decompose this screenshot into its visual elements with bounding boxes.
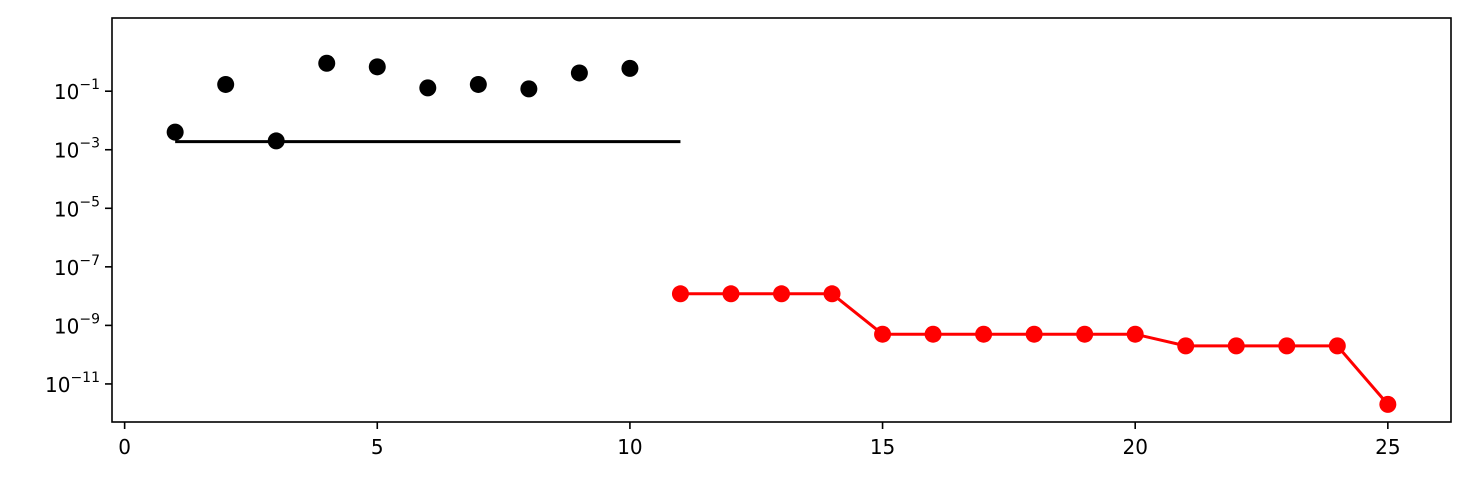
y-tick-base: 10 — [54, 80, 79, 104]
data-point — [520, 80, 538, 98]
y-tick-exponent: −3 — [79, 136, 100, 152]
y-tick-exponent: −11 — [70, 370, 100, 386]
y-tick-exponent: −9 — [79, 311, 100, 327]
x-tick-label: 10 — [617, 435, 642, 459]
y-tick-label: 10−3 — [54, 136, 100, 163]
y-axis: 10−110−310−510−710−910−11 — [45, 77, 112, 397]
data-point — [318, 54, 336, 72]
y-tick-base: 10 — [54, 139, 79, 163]
data-point — [874, 325, 892, 343]
data-point — [1177, 337, 1195, 355]
series-layer — [166, 54, 1397, 413]
data-point — [570, 64, 588, 82]
x-tick-label: 5 — [371, 435, 384, 459]
series-0 — [166, 54, 639, 150]
y-tick-base: 10 — [54, 197, 79, 221]
data-point — [924, 325, 942, 343]
data-point — [1025, 325, 1043, 343]
data-point — [166, 123, 184, 141]
data-point — [975, 325, 993, 343]
data-point — [823, 285, 841, 303]
x-tick-label: 25 — [1375, 435, 1400, 459]
data-point — [1278, 337, 1296, 355]
data-point — [773, 285, 790, 303]
data-point — [1076, 325, 1094, 343]
y-tick-label: 10−9 — [54, 311, 100, 338]
x-tick-label: 0 — [118, 435, 131, 459]
data-point — [368, 58, 386, 76]
plot-frame — [111, 17, 1452, 423]
data-point — [469, 75, 487, 93]
data-point — [419, 79, 437, 97]
data-point — [1328, 337, 1346, 355]
plot-area — [112, 18, 1451, 422]
y-tick-exponent: −1 — [79, 77, 100, 93]
y-tick-base: 10 — [45, 373, 70, 397]
x-tick-label: 20 — [1122, 435, 1147, 459]
data-point — [1227, 337, 1245, 355]
data-point — [621, 59, 639, 77]
data-point — [1126, 325, 1144, 343]
y-tick-label: 10−7 — [54, 253, 100, 280]
y-tick-base: 10 — [54, 314, 79, 338]
series-2 — [671, 285, 1397, 413]
x-tick-label: 15 — [870, 435, 895, 459]
data-point — [671, 285, 689, 303]
y-tick-label: 10−11 — [45, 370, 100, 397]
y-tick-exponent: −5 — [79, 194, 100, 210]
y-tick-label: 10−1 — [54, 77, 100, 104]
y-tick-label: 10−5 — [54, 194, 100, 221]
data-point — [722, 285, 740, 303]
data-point — [1379, 395, 1397, 413]
y-tick-base: 10 — [54, 256, 79, 280]
y-tick-exponent: −7 — [79, 253, 100, 269]
x-axis: 0 5 10 15 20 25 — [118, 422, 1401, 459]
data-point — [217, 75, 235, 93]
